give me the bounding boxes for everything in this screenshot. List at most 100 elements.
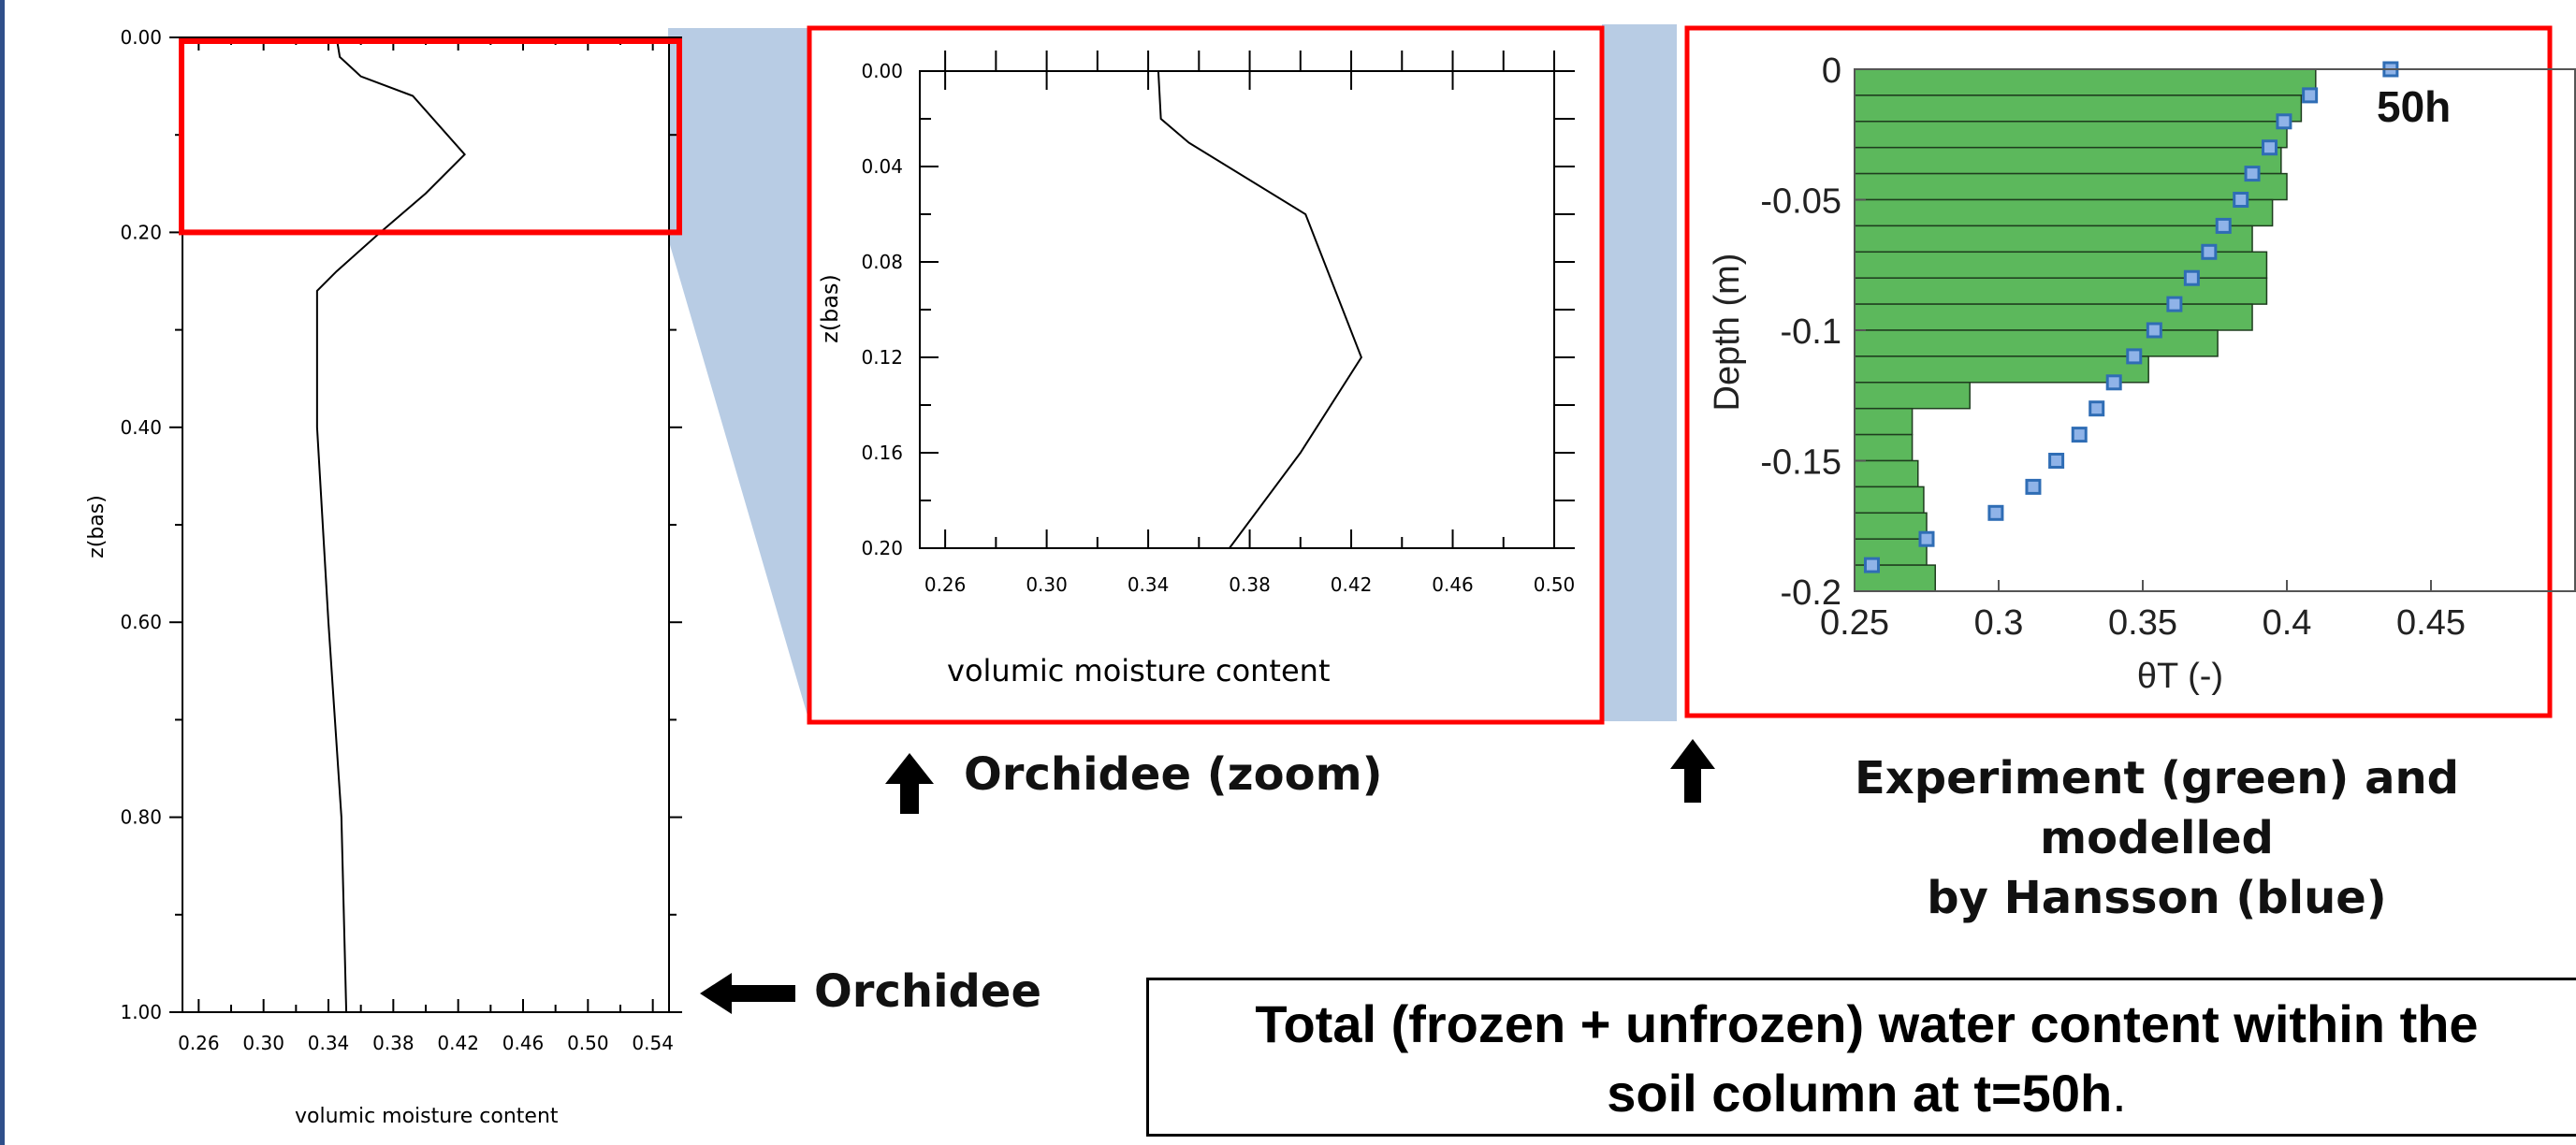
caption-experiment-line2: by Hansson (blue) <box>1927 872 2387 924</box>
x-tick-label: 0.46 <box>502 1032 545 1054</box>
hansson-marker <box>2048 453 2065 469</box>
hansson-marker <box>2105 374 2122 391</box>
y-axis-label: z(bas) <box>817 274 843 343</box>
y-axis-ticks: 0.00 0.20 0.40 0.60 0.80 1.00 <box>120 26 682 1023</box>
experiment-bar <box>1854 121 2288 149</box>
x-tick-label: 0.38 <box>372 1032 415 1054</box>
x-tick-label: 0.42 <box>437 1032 479 1054</box>
x-tick-label: 0.25 <box>1820 603 1889 643</box>
hansson-marker <box>2302 87 2319 104</box>
y-tick-label: 0.20 <box>861 537 903 559</box>
x-tick-label: 0.35 <box>2108 603 2177 643</box>
y-tick-label: 0.12 <box>861 346 903 369</box>
summary-period: . <box>2112 1064 2127 1123</box>
x-tick-label: 0.30 <box>1026 573 1068 596</box>
x-tick-label: 0.34 <box>1128 573 1170 596</box>
y-tick-label: 0.00 <box>120 26 162 49</box>
y-axis-ticks: 0.00 0.04 0.08 0.12 0.16 0.20 <box>861 60 1575 559</box>
y-tick-label: -0.1 <box>1781 312 1841 352</box>
summary-line2: soil column at t=50h. <box>1149 1059 2576 1128</box>
x-tick-label: 0.50 <box>567 1032 609 1054</box>
x-axis-ticks: 0.26 0.30 0.34 0.38 0.42 0.46 0.50 0.54 <box>178 37 674 1054</box>
hansson-marker <box>2201 243 2218 260</box>
x-axis-label: volumic moisture content <box>295 1105 559 1128</box>
x-tick-label: 0.42 <box>1331 573 1373 596</box>
experiment-bar <box>1854 303 2253 331</box>
plot-frame <box>182 36 670 1013</box>
caption-experiment: Experiment (green) and modelled by Hanss… <box>1736 748 2576 928</box>
hansson-marker <box>1918 530 1935 547</box>
x-tick-label: 0.26 <box>924 573 967 596</box>
y-tick-label: 0.80 <box>120 806 162 829</box>
y-tick-label: 0.16 <box>861 442 903 464</box>
hansson-marker <box>2071 427 2088 443</box>
y-tick-label: 0.20 <box>120 221 162 243</box>
y-tick-label: 0.40 <box>120 416 162 439</box>
x-tick-label: 0.45 <box>2396 603 2466 643</box>
hansson-marker <box>1863 557 1880 573</box>
experiment-bar <box>1854 329 2219 357</box>
experiment-bar <box>1854 198 2274 227</box>
arrow-up-icon <box>1670 739 1715 803</box>
hansson-marker <box>2244 166 2261 182</box>
x-tick-label: 0.46 <box>1432 573 1474 596</box>
summary-line1: Total (frozen + unfrozen) water content … <box>1255 994 2479 1053</box>
zoom-outer-frame <box>807 25 1605 725</box>
y-tick-label: 0.60 <box>120 611 162 633</box>
experiment-bar <box>1854 68 2317 96</box>
hansson-marker <box>2233 192 2249 208</box>
zoom-region-highlight <box>179 38 682 236</box>
x-tick-label: 0.34 <box>308 1032 350 1054</box>
caption-orchidee-zoom: Orchidee (zoom) <box>964 748 1383 801</box>
experiment-bar <box>1854 277 2268 305</box>
hansson-marker <box>2146 322 2162 339</box>
y-tick-label: -0.2 <box>1781 573 1841 613</box>
y-axis-label: Depth (m) <box>1708 254 1747 412</box>
y-tick-label: -0.05 <box>1760 182 1841 222</box>
x-tick-label: 0.50 <box>1534 573 1576 596</box>
x-axis-ticks: 0.25 0.3 0.35 0.4 0.45 <box>1820 580 2466 643</box>
y-tick-label: 0.00 <box>861 60 903 82</box>
hansson-marker <box>2025 478 2042 495</box>
experiment-bar <box>1854 486 1925 515</box>
x-tick-label: 0.30 <box>242 1032 284 1054</box>
hansson-marker <box>2126 348 2143 365</box>
x-axis-ticks: 0.26 0.30 0.34 0.38 0.42 0.46 0.50 <box>924 51 1575 596</box>
moisture-profile-line <box>315 36 466 1013</box>
arrow-left-icon <box>700 973 795 1014</box>
experiment-bar <box>1854 355 2149 384</box>
caption-orchidee: Orchidee <box>814 965 1042 1018</box>
y-tick-label: 0 <box>1822 51 1841 91</box>
summary-box: Total (frozen + unfrozen) water content … <box>1146 978 2576 1137</box>
y-tick-label: 1.00 <box>120 1001 162 1023</box>
y-axis-ticks: 0 -0.05 -0.1 -0.15 -0.2 <box>1760 51 1866 613</box>
summary-line2-text: soil column at t=50h <box>1607 1064 2113 1123</box>
orchidee-full-plot: 0.26 0.30 0.34 0.38 0.42 0.46 0.50 0.54 0.00 0.2… <box>85 26 682 1128</box>
hansson-marker <box>2262 139 2278 156</box>
x-tick-label: 0.26 <box>178 1032 220 1054</box>
exp-background-band <box>1602 24 1677 721</box>
hansson-marker <box>2088 400 2105 417</box>
y-tick-label: 0.08 <box>861 251 903 273</box>
experiment-bar <box>1854 172 2288 201</box>
y-axis-label: z(bas) <box>85 495 109 558</box>
experiment-bar <box>1854 512 1928 540</box>
x-axis-label: volumic moisture content <box>947 653 1330 688</box>
hansson-marker <box>2183 269 2200 286</box>
experiment-bar <box>1854 433 1914 462</box>
experiment-plot: 0.25 0.3 0.35 0.4 0.45 0 -0.05 -0.1 -0.15 -0.2 5… <box>1684 25 2576 718</box>
arrow-up-icon <box>885 753 934 814</box>
time-annotation: 50h <box>2377 82 2451 131</box>
x-axis-label: θT (-) <box>2137 657 2223 696</box>
experiment-bar <box>1854 225 2253 254</box>
hansson-marker <box>2166 296 2183 312</box>
hansson-marker <box>2276 113 2292 130</box>
x-tick-label: 0.38 <box>1229 573 1271 596</box>
x-tick-label: 0.3 <box>1974 603 2024 643</box>
experiment-bar <box>1854 146 2282 175</box>
y-tick-label: 0.04 <box>861 155 903 178</box>
hansson-marker <box>1987 504 2004 521</box>
orchidee-zoom-plot: 0.26 0.30 0.34 0.38 0.42 0.46 0.50 0.000.040.0… <box>807 25 1605 725</box>
x-tick-label: 0.4 <box>2263 603 2312 643</box>
